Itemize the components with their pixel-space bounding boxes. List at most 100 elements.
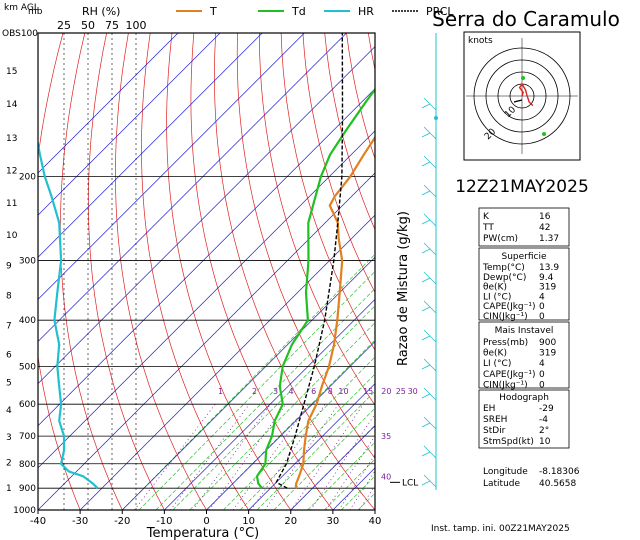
height-tick-label: 7 <box>6 321 12 331</box>
stat-key: Longitude <box>483 467 528 477</box>
mixing-ratio-label: Razao de Mistura (g/kg) <box>396 211 411 366</box>
height-tick-label: 11 <box>6 199 17 209</box>
mixing-ratio-tick-label: 25 <box>396 387 406 396</box>
dry-adiabat <box>302 33 375 294</box>
height-tick-label: 3 <box>6 433 12 443</box>
wind-barb-flag <box>421 219 431 225</box>
isotherm <box>38 88 375 427</box>
x-tick-label: 30 <box>327 516 340 527</box>
pressure-tick-label: 200 <box>19 173 36 183</box>
stat-value: 319 <box>539 283 556 293</box>
isotherm <box>38 33 347 342</box>
series-prcl <box>275 33 344 489</box>
init-label: Inst. tamp. ini. 00Z21MAY2025 <box>431 524 570 534</box>
wind-barb-flag <box>421 451 431 457</box>
isotherm <box>38 33 305 300</box>
dry-adiabat <box>280 33 375 351</box>
stat-key: θe(K) <box>483 283 507 293</box>
isotherm <box>38 46 375 385</box>
moist-adiabat <box>122 253 375 510</box>
pressure-tick-label: OBS100 <box>2 29 38 39</box>
chart-title: Serra do Caramulo <box>432 7 620 31</box>
lcl-label: LCL <box>402 478 418 488</box>
x-tick-label: -30 <box>72 516 88 527</box>
stats-box <box>478 321 570 389</box>
stat-key: CAPE(Jkg⁻¹) <box>483 302 536 312</box>
height-tick-label: 12 <box>6 166 17 176</box>
series-t <box>294 135 375 489</box>
mixing-ratio-line <box>290 403 364 510</box>
isotherm <box>248 383 375 510</box>
dry-adiabat <box>214 33 375 510</box>
isotherm <box>164 298 375 510</box>
wind-barb-flag <box>421 248 431 254</box>
isotherm <box>79 214 375 510</box>
mixing-ratio-tick-label: 3 <box>273 387 278 396</box>
stats-section-title: Hodograph <box>499 393 549 403</box>
stat-value: 40.5658 <box>539 479 576 489</box>
stat-key: SREH <box>483 415 507 425</box>
stat-key: CAPE(Jkg⁻¹) <box>483 370 536 380</box>
height-tick-label: 14 <box>6 100 18 110</box>
height-tick-label: 5 <box>6 378 12 388</box>
rh-tick-label: 50 <box>81 19 95 32</box>
hodograph-trace <box>518 82 534 107</box>
legend-label: HR <box>358 5 374 18</box>
stat-value: 319 <box>539 349 556 359</box>
height-tick-label: 13 <box>6 134 17 144</box>
dry-adiabat <box>115 33 207 510</box>
stat-key: PW(cm) <box>483 234 518 244</box>
dry-adiabat <box>324 33 375 231</box>
y-unit-km: km AGL <box>4 3 39 13</box>
wind-barb-flag <box>421 422 431 428</box>
stat-value: -4 <box>539 415 548 425</box>
isotherm <box>38 33 221 216</box>
dry-adiabat <box>60 33 123 510</box>
stats-section-title: Superficie <box>501 252 546 262</box>
rh-tick-label: 25 <box>57 19 71 32</box>
legend: T Td HR PRCL <box>176 5 454 18</box>
stat-value: 0 <box>539 380 545 390</box>
rh-tick-label: 100 <box>126 19 147 32</box>
height-tick-label: 15 <box>6 67 17 77</box>
stat-key: CIN(Jkg⁻¹) <box>483 312 528 322</box>
legend-label: Td <box>291 5 306 18</box>
stats-section-title: Mais Instavel <box>495 326 554 336</box>
stat-key: θe(K) <box>483 349 507 359</box>
moist-adiabat <box>138 270 375 510</box>
mixing-ratio-line <box>232 403 309 510</box>
mixing-ratio-tick-label: 8 <box>328 387 333 396</box>
mixing-ratio-tick-label: 30 <box>408 387 418 396</box>
stat-key: LI (°C) <box>483 359 511 369</box>
stat-value: 4 <box>539 359 545 369</box>
legend-label: PRCL <box>426 5 454 18</box>
mixing-ratio-line <box>325 435 375 510</box>
stat-key: StmSpd(kt) <box>483 437 534 447</box>
isotherm <box>38 130 375 469</box>
rh-axis-label: RH (%) <box>82 5 120 18</box>
x-tick-label: 10 <box>242 516 255 527</box>
height-tick-label: 2 <box>6 459 12 469</box>
stat-value: 16 <box>539 212 551 222</box>
stat-value: 1.37 <box>539 234 559 244</box>
wind-barbs <box>421 97 438 488</box>
stat-value: -8.18306 <box>539 467 580 477</box>
isotherm <box>122 256 375 510</box>
mixing-ratio-tick-label: 35 <box>381 432 391 441</box>
mixing-ratio-line <box>250 403 326 510</box>
stat-value: 0 <box>539 302 545 312</box>
hodograph-label: knots <box>468 36 493 46</box>
stat-value: 2° <box>539 426 549 436</box>
moist-adiabat <box>189 322 375 510</box>
mixing-ratio-tick-label: 10 <box>338 387 348 396</box>
wind-barb-flag <box>421 335 431 341</box>
height-tick-label: 4 <box>6 406 12 416</box>
stat-key: Temp(°C) <box>482 263 525 273</box>
mixing-ratio-tick-label: 20 <box>381 387 391 396</box>
pressure-tick-label: 400 <box>19 316 36 326</box>
stat-value: 10 <box>539 437 551 447</box>
isotherm <box>290 425 375 510</box>
x-tick-label: 40 <box>369 516 382 527</box>
height-tick-label: 6 <box>6 350 12 360</box>
